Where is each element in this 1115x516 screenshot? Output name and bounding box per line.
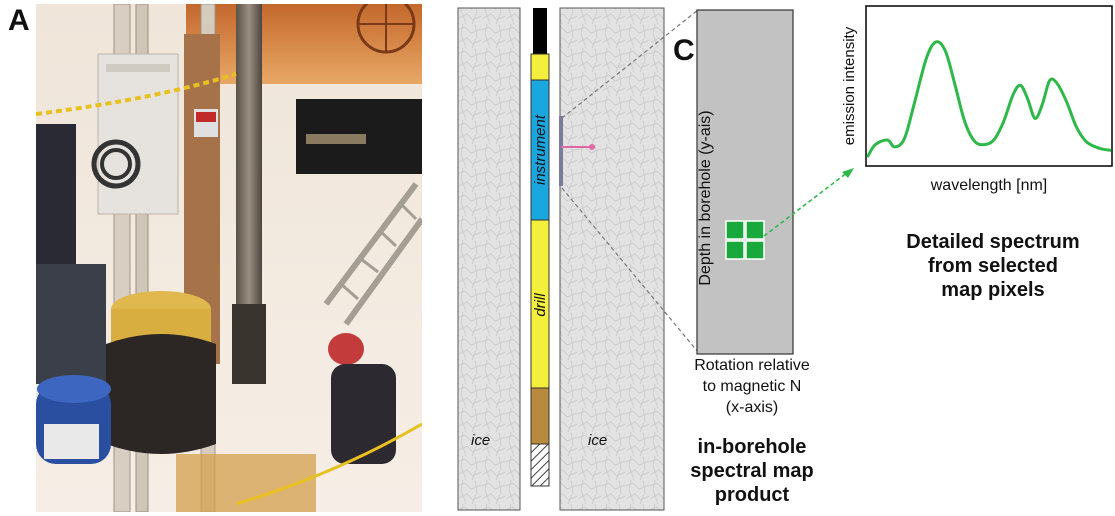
spectrum-y-axis-label: emission intensity <box>841 26 858 145</box>
panel-c-letter: C <box>673 34 695 67</box>
map-product-caption-line-2: spectral map <box>690 460 814 482</box>
map-pixel <box>745 240 765 260</box>
instrument-label: instrument <box>532 114 549 185</box>
spectrum-series-line <box>866 40 1112 158</box>
map-x-axis-caption: Rotation relative to magnetic N (x-axis) <box>676 355 828 418</box>
ice-wall-right <box>559 7 665 511</box>
callout-lines-b-to-c <box>561 9 699 353</box>
map-pixel <box>745 220 765 240</box>
map-x-axis-caption-line-3: (x-axis) <box>725 399 779 416</box>
drill-bit-hatched <box>530 443 550 487</box>
spectrum-plot-frame <box>865 5 1113 167</box>
photo-scene <box>36 4 422 512</box>
drill-upper-section <box>530 53 550 81</box>
map-pixel <box>725 220 745 240</box>
drill-bronze-section <box>530 387 550 445</box>
map-product-caption-line-3: product <box>714 484 790 506</box>
sensor-window <box>559 116 563 186</box>
ice-label-right: ice <box>588 432 608 449</box>
spectral-map: Depth in borehole (y-ais) <box>696 9 794 355</box>
map-pixel <box>725 240 745 260</box>
map-x-axis-caption-line-2: to magnetic N <box>702 378 802 395</box>
borehole-diagram: instrument drill <box>457 7 665 511</box>
ice-label-left: ice <box>471 432 491 449</box>
spectrum-chart: emission intensity wavelength [nm] <box>841 5 1113 194</box>
pixel-to-spectrum-arrow <box>763 168 854 237</box>
spectrum-caption-line-2: from selected <box>927 255 1059 277</box>
spectrum-caption-line-1: Detailed spectrum <box>906 231 1080 253</box>
drill-label: drill <box>532 293 549 317</box>
panel-a-letter: A <box>8 4 30 37</box>
map-product-caption: in-borehole spectral map product <box>676 435 828 507</box>
map-y-axis-label: Depth in borehole (y-ais) <box>697 110 714 285</box>
probe-tip <box>589 144 595 150</box>
spectrum-x-axis-label: wavelength [nm] <box>930 177 1048 194</box>
map-product-caption-line-1: in-borehole <box>697 436 807 458</box>
spectrum-caption: Detailed spectrum from selected map pixe… <box>893 230 1093 302</box>
spectrum-caption-line-3: map pixels <box>941 279 1045 301</box>
drill-site-photo <box>36 4 422 512</box>
map-x-axis-caption-line-1: Rotation relative <box>694 357 810 374</box>
drill-cable <box>533 8 547 54</box>
ice-wall-left <box>457 7 521 511</box>
